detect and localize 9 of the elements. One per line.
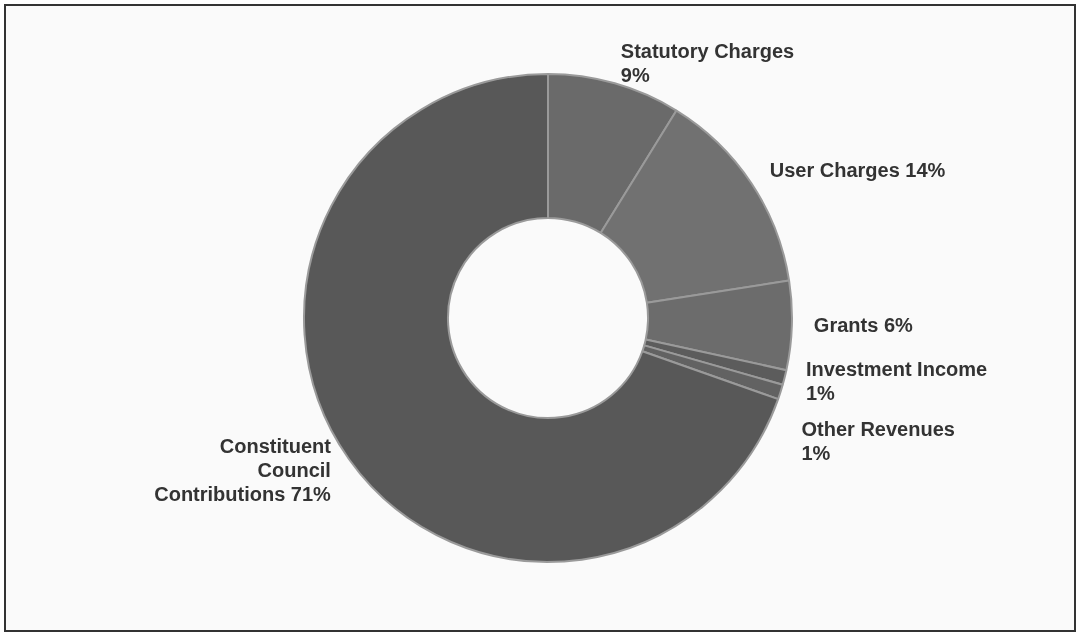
- slice-label: Statutory Charges: [620, 39, 795, 62]
- data-label: 1%: [805, 382, 836, 405]
- data-label: 9%: [620, 63, 650, 86]
- slice-label: Grants 6%: [813, 313, 914, 336]
- data-label: 1%: [801, 442, 831, 465]
- slice-label: Constituent Council Contributions 71%: [154, 435, 332, 506]
- slice-label: Investment Income: [805, 358, 988, 381]
- slice-label: User Charges 14%: [769, 158, 946, 181]
- slice-label: Other Revenues: [801, 418, 955, 441]
